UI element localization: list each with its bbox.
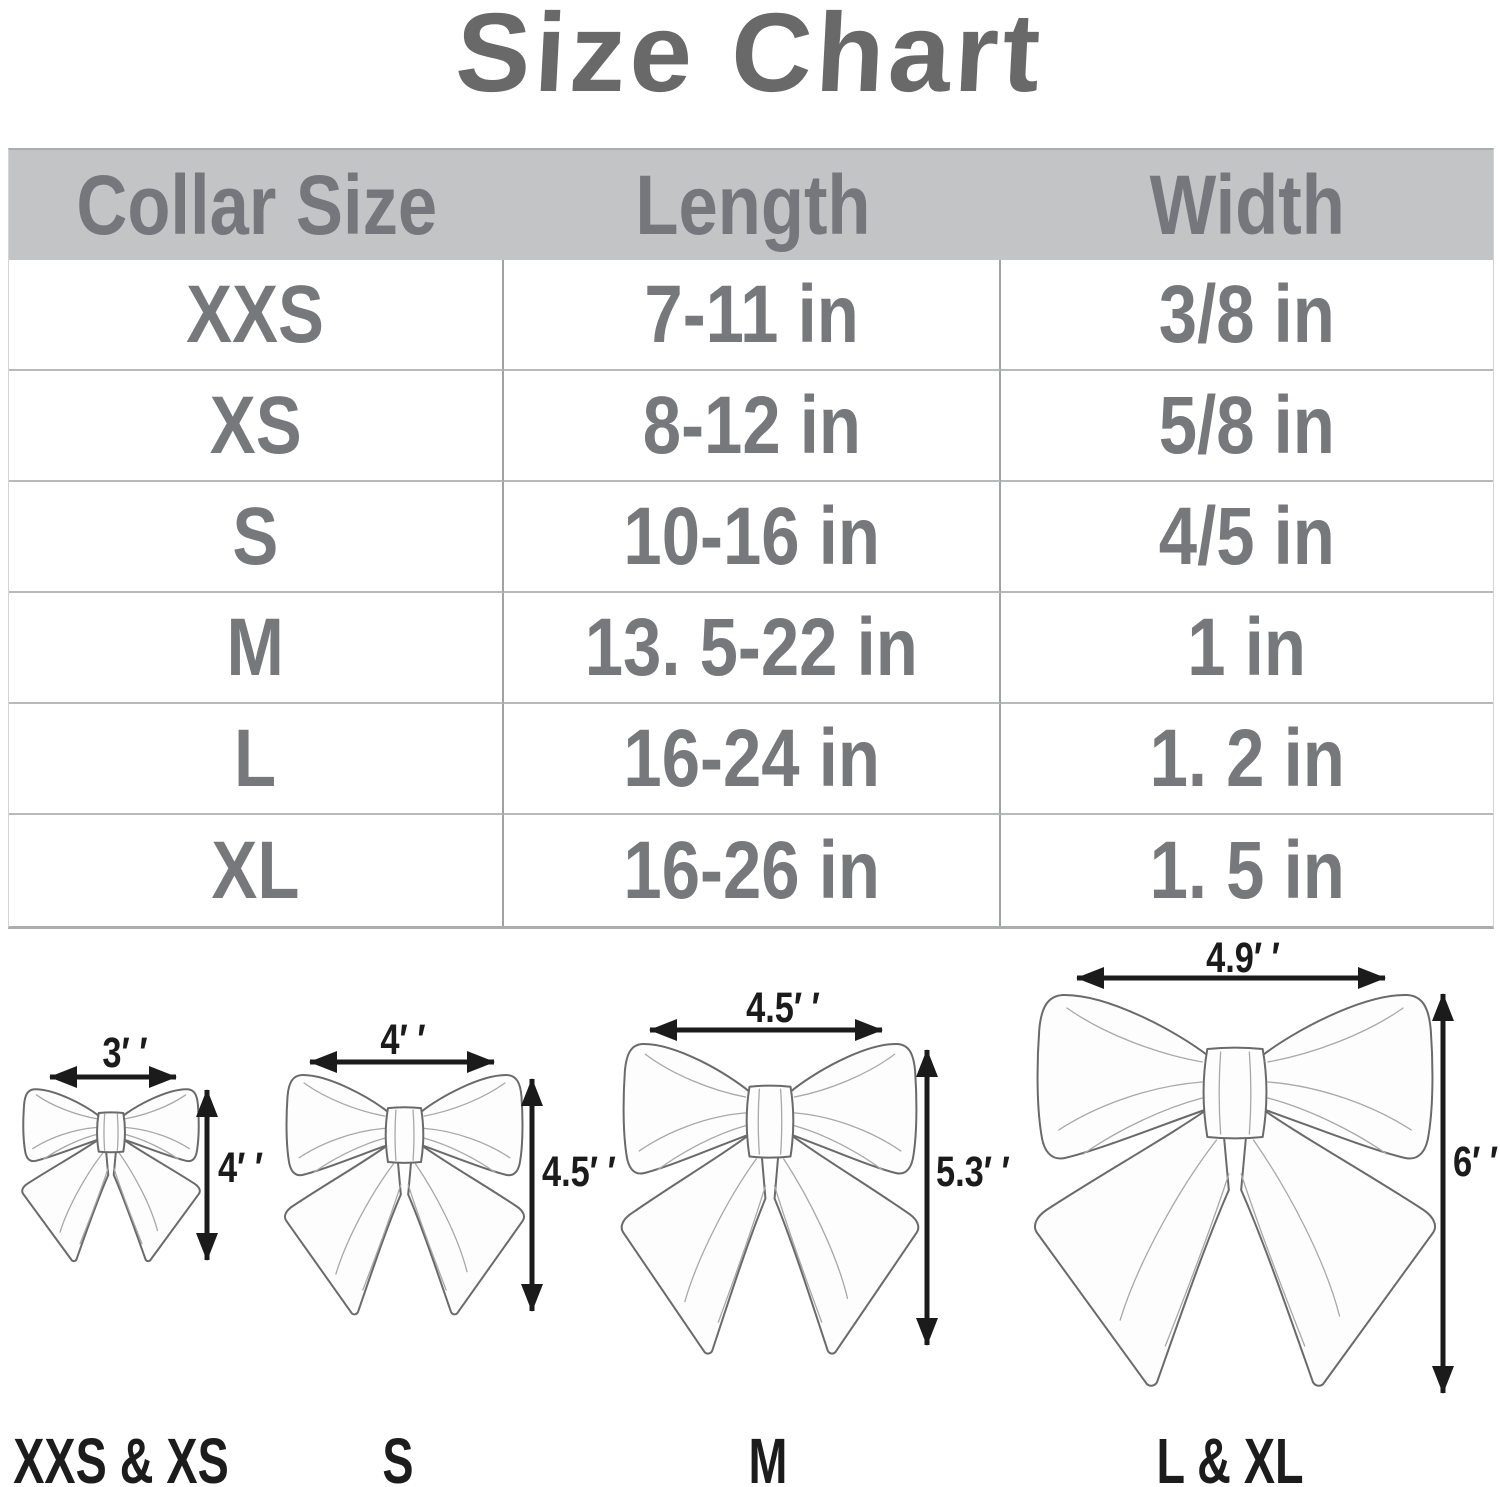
table-cell: 16-24 in [504,704,1001,815]
table-cell: 1. 5 in [1001,815,1493,926]
header-width: Width [1001,150,1493,260]
table-cell: 8-12 in [504,371,1001,482]
table-cell: XL [9,815,504,926]
bow-size-label-m: M [748,1425,788,1487]
table-cell: XS [9,371,504,482]
bow-illustration-l-xl: 4.9′ ′ 6′ ′ [1035,934,1498,1394]
table-cell: 1. 2 in [1001,704,1493,815]
table-cell: 4/5 in [1001,482,1493,593]
bow-size-label-s: S [382,1425,414,1487]
table-cell: M [9,593,504,704]
table-cell: L [9,704,504,815]
width-dimension-label: 4.5′ ′ [746,984,820,1031]
table-cell: S [9,482,504,593]
table-cell: 1 in [1001,593,1493,704]
width-dimension-label: 4′ ′ [380,1016,425,1063]
height-dimension-label: 5.3′ ′ [936,1148,1010,1195]
width-dimension-label: 4.9′ ′ [1206,934,1280,981]
height-dimension-label: 4.5′ ′ [542,1148,616,1195]
size-chart-table: Collar Size Length Width XXS 7-11 in 3/8… [8,148,1494,929]
table-cell: 3/8 in [1001,260,1493,371]
page-title: Size Chart [452,0,1048,115]
height-dimension-label: 6′ ′ [1453,1138,1498,1185]
height-dimension-label: 4′ ′ [218,1144,263,1191]
table-cell: 7-11 in [504,260,1001,371]
table-cell: XXS [9,260,504,371]
header-collar-size: Collar Size [9,150,504,260]
bow-illustration-xxs-xs: 3′ ′ 4′ ′ [21,1029,263,1263]
table-cell: 5/8 in [1001,371,1493,482]
bow-size-label-xxs-xs: XXS & XS [13,1425,229,1487]
table-cell: 16-26 in [504,815,1001,926]
table-cell: 10-16 in [504,482,1001,593]
header-length: Length [504,150,1001,260]
bow-illustration-s: 4′ ′ 4.5′ ′ [283,1016,616,1316]
table-cell: 13. 5-22 in [504,593,1001,704]
bow-size-label-l-xl: L & XL [1156,1425,1304,1487]
bow-illustration-m: 4.5′ ′ 5.3′ ′ [620,984,1010,1356]
bow-size-figure: 3′ ′ 4′ ′ 4′ ′ 4.5′ ′ 4.5′ ′ 5.3′ ′ 4.9′… [21,934,1498,1394]
width-dimension-label: 3′ ′ [102,1029,147,1076]
